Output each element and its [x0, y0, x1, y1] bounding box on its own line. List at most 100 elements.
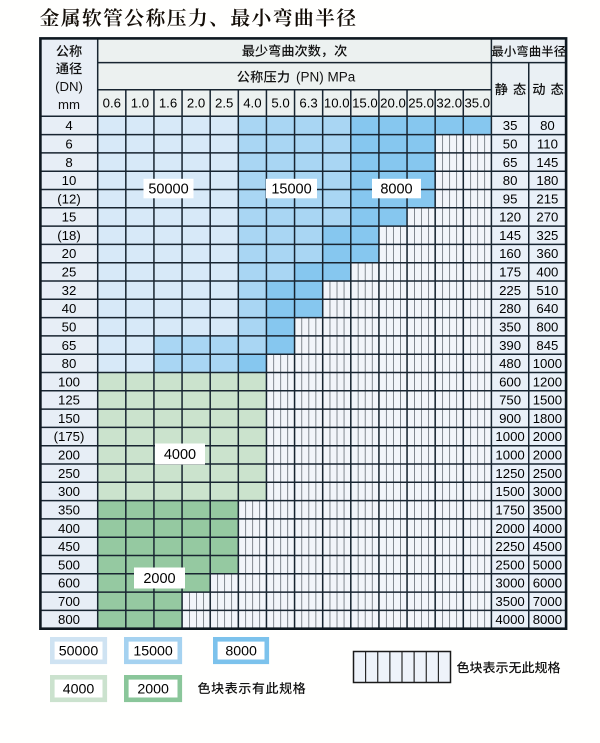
svg-text:6.3: 6.3 [299, 96, 317, 111]
svg-text:15: 15 [62, 210, 77, 225]
svg-text:0.6: 0.6 [103, 96, 121, 111]
svg-text:640: 640 [536, 301, 558, 316]
svg-text:5.0: 5.0 [271, 96, 289, 111]
svg-text:50000: 50000 [148, 182, 188, 198]
svg-text:35: 35 [503, 118, 518, 133]
svg-text:20.0: 20.0 [380, 96, 406, 111]
svg-text:50000: 50000 [59, 644, 99, 660]
svg-text:1000: 1000 [495, 429, 524, 444]
svg-text:80: 80 [540, 118, 555, 133]
svg-text:80: 80 [62, 356, 77, 371]
svg-text:8000: 8000 [225, 644, 257, 660]
svg-text:40: 40 [62, 301, 77, 316]
svg-text:120: 120 [499, 210, 521, 225]
svg-text:4000: 4000 [63, 682, 95, 698]
svg-text:360: 360 [536, 246, 558, 261]
svg-text:25.0: 25.0 [408, 96, 434, 111]
svg-text:5000: 5000 [533, 557, 562, 572]
svg-text:4500: 4500 [533, 539, 562, 554]
svg-text:2000: 2000 [533, 429, 562, 444]
svg-text:1500: 1500 [495, 484, 524, 499]
svg-text:10.0: 10.0 [324, 96, 350, 111]
svg-text:145: 145 [536, 155, 558, 170]
svg-text:4000: 4000 [164, 447, 196, 463]
svg-text:15000: 15000 [133, 644, 173, 660]
svg-text:1.0: 1.0 [131, 96, 149, 111]
svg-text:80: 80 [503, 173, 518, 188]
svg-text:3500: 3500 [533, 503, 562, 518]
svg-text:10: 10 [62, 173, 77, 188]
svg-text:125: 125 [58, 393, 80, 408]
svg-text:1750: 1750 [495, 503, 524, 518]
svg-text:4000: 4000 [533, 521, 562, 536]
svg-text:480: 480 [499, 356, 521, 371]
svg-text:15000: 15000 [271, 182, 311, 198]
svg-text:4000: 4000 [495, 612, 524, 627]
svg-text:175: 175 [499, 265, 521, 280]
svg-text:600: 600 [499, 374, 521, 389]
svg-text:4: 4 [65, 118, 72, 133]
svg-text:900: 900 [499, 411, 521, 426]
svg-text:150: 150 [58, 411, 80, 426]
svg-text:8000: 8000 [533, 612, 562, 627]
svg-text:800: 800 [58, 612, 80, 627]
svg-text:25: 25 [62, 265, 77, 280]
svg-text:200: 200 [58, 448, 80, 463]
svg-text:700: 700 [58, 594, 80, 609]
svg-text:3000: 3000 [495, 576, 524, 591]
svg-text:2.5: 2.5 [215, 96, 233, 111]
svg-text:1200: 1200 [533, 374, 562, 389]
svg-text:280: 280 [499, 301, 521, 316]
svg-text:35.0: 35.0 [464, 96, 490, 111]
svg-text:(DN): (DN) [55, 79, 83, 94]
svg-text:800: 800 [536, 319, 558, 334]
svg-text:65: 65 [62, 338, 77, 353]
svg-text:180: 180 [536, 173, 558, 188]
svg-text:2000: 2000 [137, 682, 169, 698]
svg-text:2000: 2000 [143, 571, 175, 587]
svg-text:32.0: 32.0 [436, 96, 462, 111]
svg-text:110: 110 [537, 136, 558, 151]
svg-text:270: 270 [536, 210, 558, 225]
svg-text:1500: 1500 [533, 393, 562, 408]
svg-text:750: 750 [499, 393, 521, 408]
svg-text:(175): (175) [54, 429, 85, 444]
svg-text:2000: 2000 [495, 521, 524, 536]
svg-text:2.0: 2.0 [187, 96, 205, 111]
svg-text:1000: 1000 [533, 356, 562, 371]
svg-text:20: 20 [62, 246, 77, 261]
svg-text:390: 390 [499, 338, 521, 353]
svg-text:2500: 2500 [495, 557, 524, 572]
svg-text:(PN) MPa: (PN) MPa [296, 70, 356, 85]
svg-text:(18): (18) [57, 228, 80, 243]
svg-text:2500: 2500 [533, 466, 562, 481]
svg-text:2000: 2000 [533, 448, 562, 463]
svg-text:1800: 1800 [533, 411, 562, 426]
svg-text:50: 50 [62, 319, 77, 334]
svg-text:6: 6 [65, 136, 72, 151]
svg-text:145: 145 [499, 228, 521, 243]
svg-text:350: 350 [58, 503, 80, 518]
svg-text:400: 400 [536, 265, 558, 280]
svg-text:845: 845 [536, 338, 558, 353]
svg-text:15.0: 15.0 [352, 96, 378, 111]
svg-text:600: 600 [58, 576, 80, 591]
svg-text:215: 215 [536, 191, 558, 206]
svg-text:510: 510 [536, 283, 558, 298]
svg-text:3000: 3000 [533, 484, 562, 499]
svg-text:500: 500 [58, 557, 80, 572]
svg-text:1000: 1000 [495, 448, 524, 463]
svg-text:100: 100 [58, 374, 80, 389]
svg-text:8: 8 [65, 155, 72, 170]
svg-text:450: 450 [58, 539, 80, 554]
svg-text:95: 95 [503, 191, 518, 206]
svg-text:8000: 8000 [380, 182, 412, 198]
svg-text:2250: 2250 [495, 539, 524, 554]
svg-text:325: 325 [536, 228, 558, 243]
svg-text:3500: 3500 [495, 594, 524, 609]
svg-text:6000: 6000 [533, 576, 562, 591]
svg-text:65: 65 [503, 155, 518, 170]
svg-text:400: 400 [58, 521, 80, 536]
svg-text:300: 300 [58, 484, 80, 499]
svg-text:225: 225 [499, 283, 521, 298]
